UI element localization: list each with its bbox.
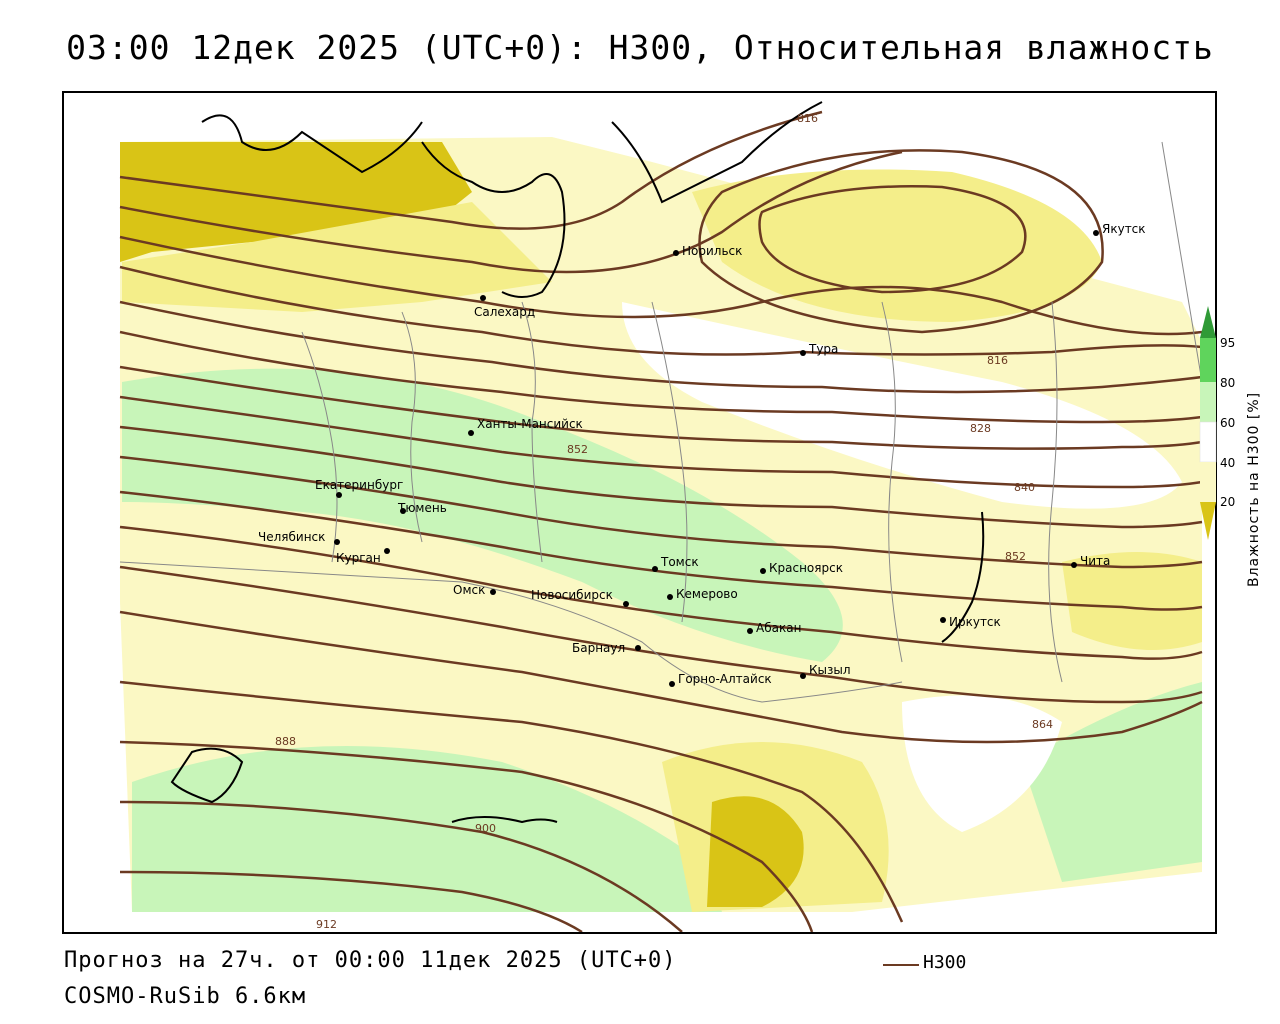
svg-text:Ханты-Мансийск: Ханты-Мансийск [477, 417, 583, 431]
svg-text:Курган: Курган [336, 551, 381, 565]
svg-text:Красноярск: Красноярск [769, 561, 843, 575]
city-salekhard: Салехард [474, 295, 535, 319]
svg-text:Томск: Томск [660, 555, 699, 569]
colorbar-tick-20: 20 [1220, 495, 1236, 509]
isoline-label-816: 816 [987, 354, 1008, 367]
isoline-label-852-west: 852 [567, 443, 588, 456]
colorbar-tick-60: 60 [1220, 416, 1236, 430]
svg-text:Тура: Тура [808, 342, 838, 356]
city-norilsk: Норильск [673, 244, 742, 258]
city-omsk: Омск [453, 583, 496, 597]
contour-legend-line [883, 964, 919, 966]
isoline-label-888: 888 [275, 735, 296, 748]
humidity-region-white-southeast [902, 695, 1062, 832]
colorbar-title: Влажность на H300 [%] [1246, 391, 1262, 587]
svg-text:Кызыл: Кызыл [809, 663, 851, 677]
colorbar-swatch-80-95 [1200, 338, 1216, 382]
coastlines [170, 101, 985, 824]
svg-text:Абакан: Абакан [756, 621, 801, 635]
colorbar-tick-40: 40 [1220, 456, 1236, 470]
city-kemerovo: Кемерово [667, 587, 738, 601]
svg-text:Омск: Омск [453, 583, 485, 597]
city-tura: Тура [800, 342, 838, 356]
colorbar-swatch-20-40 [1200, 462, 1216, 502]
isoline-label-864: 864 [1032, 718, 1053, 731]
region-borders [119, 141, 1203, 703]
city-khanty-mansiysk: Ханты-Мансийск [468, 417, 583, 436]
svg-text:Иркутск: Иркутск [949, 615, 1001, 629]
isoline-label-852-east: 852 [1005, 550, 1026, 563]
colorbar-swatch-lt20 [1200, 502, 1216, 540]
city-barnaul: Барнаул [572, 641, 641, 655]
city-kurgan: Курган [336, 548, 390, 565]
svg-text:Якутск: Якутск [1102, 222, 1146, 236]
isoline-label-840: 840 [1014, 481, 1035, 494]
h300-isolines [119, 110, 1203, 932]
city-tomsk: Томск [652, 555, 699, 572]
city-irkutsk: Иркутск [940, 615, 1001, 629]
colorbar-swatch-60-80 [1200, 382, 1216, 422]
city-gorno-altaysk: Горно-Алтайск [669, 672, 772, 687]
city-abakan: Абакан [747, 621, 801, 635]
svg-text:Кемерово: Кемерово [676, 587, 738, 601]
humidity-region-green-central [122, 368, 843, 662]
isoline-label-816-north: 816 [797, 112, 818, 125]
humidity-region-green-east [1022, 682, 1202, 882]
svg-text:Горно-Алтайск: Горно-Алтайск [678, 672, 772, 686]
city-yekaterinburg: Екатеринбург [315, 478, 403, 498]
svg-text:Екатеринбург: Екатеринбург [315, 478, 403, 492]
svg-text:Челябинск: Челябинск [258, 530, 325, 544]
map-svg: 816 816 828 840 852 852 864 888 900 912 … [119, 101, 1203, 932]
colorbar-swatch-gt95 [1200, 306, 1216, 338]
colorbar-swatch-40-60 [1199, 421, 1217, 463]
svg-text:Норильск: Норильск [682, 244, 742, 258]
isoline-label-828: 828 [970, 422, 991, 435]
city-novosibirsk: Новосибирск [531, 588, 629, 607]
isoline-label-group: 816 816 828 840 852 852 864 888 900 912 [275, 112, 1053, 931]
svg-text:Чита: Чита [1080, 554, 1110, 568]
humidity-region-yellow-north [122, 202, 552, 312]
city-chita: Чита [1071, 554, 1110, 568]
map-title: 03:00 12дек 2025 (UTC+0): H300, Относите… [66, 28, 1214, 67]
isoline-label-900: 900 [475, 822, 496, 835]
city-krasnoyarsk: Красноярск [760, 561, 843, 575]
humidity-region-yellow-east [1062, 552, 1202, 650]
forecast-info: Прогноз на 27ч. от 00:00 11дек 2025 (UTC… [64, 948, 677, 973]
city-markers: Якутск Норильск Салехард Тура Ханты-Манс… [258, 222, 1146, 687]
svg-text:Салехард: Салехард [474, 305, 535, 319]
contour-legend-label: H300 [923, 952, 967, 973]
isoline-label-912: 912 [316, 918, 337, 931]
colorbar-tick-95: 95 [1220, 336, 1236, 350]
humidity-region-green-south [132, 746, 722, 912]
city-yakutsk: Якутск [1093, 222, 1146, 236]
city-tyumen: Тюмень [397, 501, 447, 515]
colorbar [1199, 306, 1217, 540]
humidity-region-green-west [122, 502, 702, 762]
svg-text:Новосибирск: Новосибирск [531, 588, 613, 602]
humidity-field [120, 137, 1202, 912]
svg-text:Тюмень: Тюмень [397, 501, 447, 515]
city-kyzyl: Кызыл [800, 663, 851, 679]
map-canvas: 816 816 828 840 852 852 864 888 900 912 … [62, 91, 1217, 934]
humidity-region-yakutsk-yellow [692, 169, 1102, 322]
model-name: COSMO-RuSib 6.6км [64, 984, 307, 1009]
svg-text:Барнаул: Барнаул [572, 641, 625, 655]
colorbar-tick-80: 80 [1220, 376, 1236, 390]
city-chelyabinsk: Челябинск [258, 530, 340, 545]
